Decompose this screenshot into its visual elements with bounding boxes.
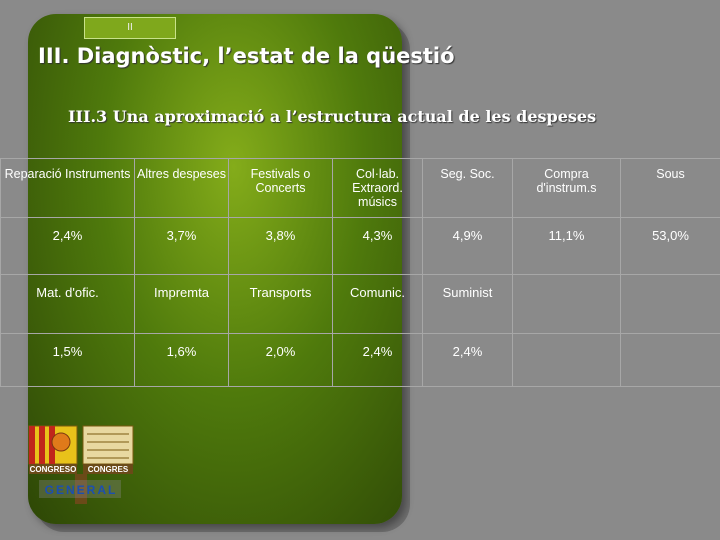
table-cell <box>620 333 720 387</box>
page-title: III. Diagnòstic, l’estat de la qüestió <box>38 44 455 68</box>
table-cell: Sous <box>620 158 720 218</box>
table-cell: Seg. Soc. <box>422 158 513 218</box>
table-row: 1,5% 1,6% 2,0% 2,4% 2,4% <box>0 333 720 387</box>
table-cell: Compra d'instrum.s <box>512 158 621 218</box>
table-cell: 2,4% <box>0 217 135 275</box>
table-cell: Impremta <box>134 274 229 334</box>
table-cell: Reparació Instruments <box>0 158 135 218</box>
table-row: Reparació Instruments Altres despeses Fe… <box>0 158 720 218</box>
table-cell: 3,7% <box>134 217 229 275</box>
section-tab: II <box>84 17 176 39</box>
page-subtitle: III.3 Una aproximació a l’estructura act… <box>68 107 597 126</box>
logo-text-general: GENERAL <box>45 483 118 497</box>
table-row: Mat. d'ofic. Impremta Transports Comunic… <box>0 274 720 334</box>
logo-text-congreso: CONGRESO <box>30 465 77 474</box>
table-cell <box>512 274 621 334</box>
table-cell: 3,8% <box>228 217 333 275</box>
logo-text-congres: CONGRES <box>88 465 129 474</box>
table-cell: Festivals o Concerts <box>228 158 333 218</box>
table-cell: 4,9% <box>422 217 513 275</box>
congress-logo: CONGRESO CONGRES GENERAL <box>28 425 134 504</box>
table-cell <box>620 274 720 334</box>
table-cell: 1,5% <box>0 333 135 387</box>
table-cell: Col·lab. Extraord. músics <box>332 158 423 218</box>
table-cell: 2,4% <box>422 333 513 387</box>
table-cell: Mat. d'ofic. <box>0 274 135 334</box>
table-cell: Suminist <box>422 274 513 334</box>
table-cell: Transports <box>228 274 333 334</box>
table-cell: 1,6% <box>134 333 229 387</box>
table-cell: 53,0% <box>620 217 720 275</box>
table-cell: Comunic. <box>332 274 423 334</box>
expenses-table: Reparació Instruments Altres despeses Fe… <box>0 158 720 387</box>
table-cell: 2,4% <box>332 333 423 387</box>
table-cell: 11,1% <box>512 217 621 275</box>
table-cell: Altres despeses <box>134 158 229 218</box>
table-cell <box>512 333 621 387</box>
table-row: 2,4% 3,7% 3,8% 4,3% 4,9% 11,1% 53,0% <box>0 217 720 275</box>
table-cell: 2,0% <box>228 333 333 387</box>
table-cell: 4,3% <box>332 217 423 275</box>
